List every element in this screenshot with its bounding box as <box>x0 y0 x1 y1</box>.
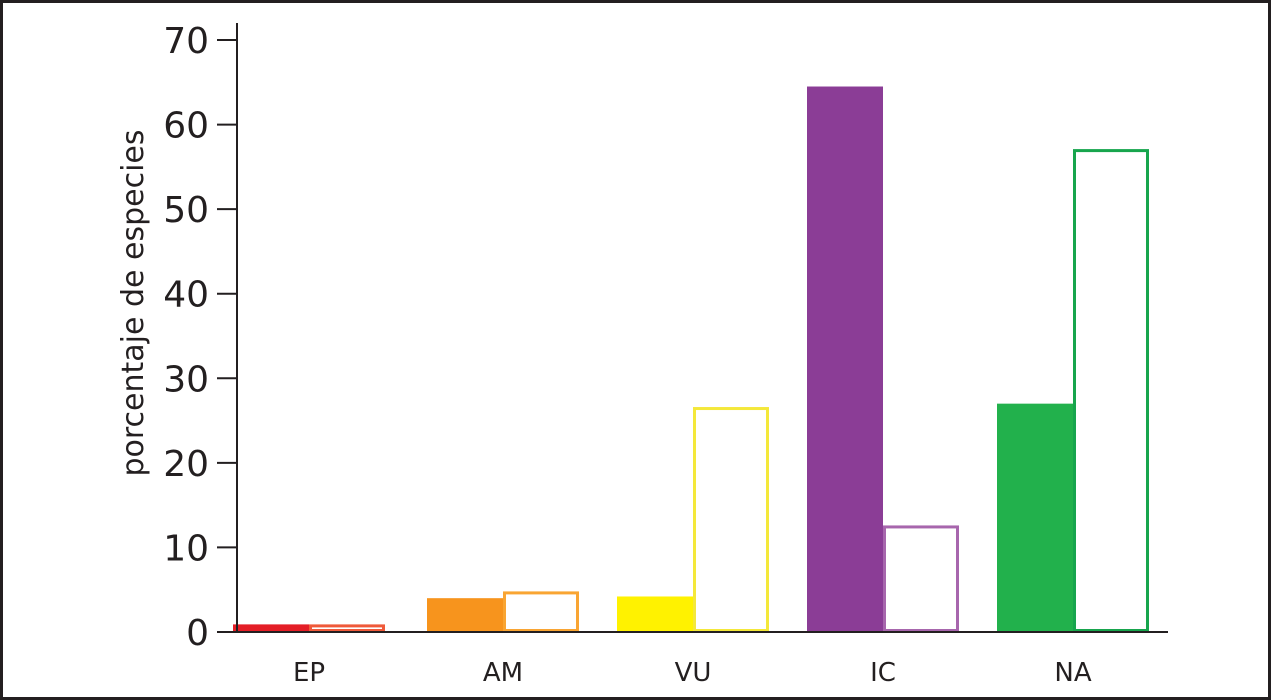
x-category-label: EP <box>293 658 325 688</box>
bar-outline-vu <box>693 407 769 633</box>
bar-filled-ic <box>807 86 883 632</box>
x-category-label: VU <box>675 658 712 688</box>
bar-chart: 0 10 20 30 40 50 60 70 EP AM VU IC NA porcentaje de… <box>116 21 1168 688</box>
bar-filled-am <box>427 598 503 632</box>
x-category-label: IC <box>870 658 896 688</box>
bars-group <box>233 86 1149 633</box>
y-ticks-group: 0 10 20 30 40 50 60 70 <box>163 21 237 654</box>
y-tick-label: 60 <box>163 106 209 147</box>
bar-outline-ic <box>883 525 959 632</box>
y-tick-label: 30 <box>163 359 209 400</box>
bar-outline-am <box>503 591 579 632</box>
y-tick-label: 40 <box>163 275 209 316</box>
bar-filled-vu <box>617 596 693 632</box>
y-tick-label: 10 <box>163 528 209 569</box>
bar-outline-ep <box>309 624 385 632</box>
y-axis-title: porcentaje de especies <box>116 129 151 476</box>
bar-outline-na <box>1073 149 1149 632</box>
x-labels-group: EP AM VU IC NA <box>293 658 1092 688</box>
bar-filled-na <box>997 403 1073 632</box>
bar-filled-ep <box>233 624 309 632</box>
y-tick-label: 70 <box>163 21 209 62</box>
y-tick-label: 0 <box>186 613 209 654</box>
x-category-label: NA <box>1054 658 1091 688</box>
x-category-label: AM <box>483 658 523 688</box>
y-tick-label: 50 <box>163 190 209 231</box>
y-tick-label: 20 <box>163 444 209 485</box>
